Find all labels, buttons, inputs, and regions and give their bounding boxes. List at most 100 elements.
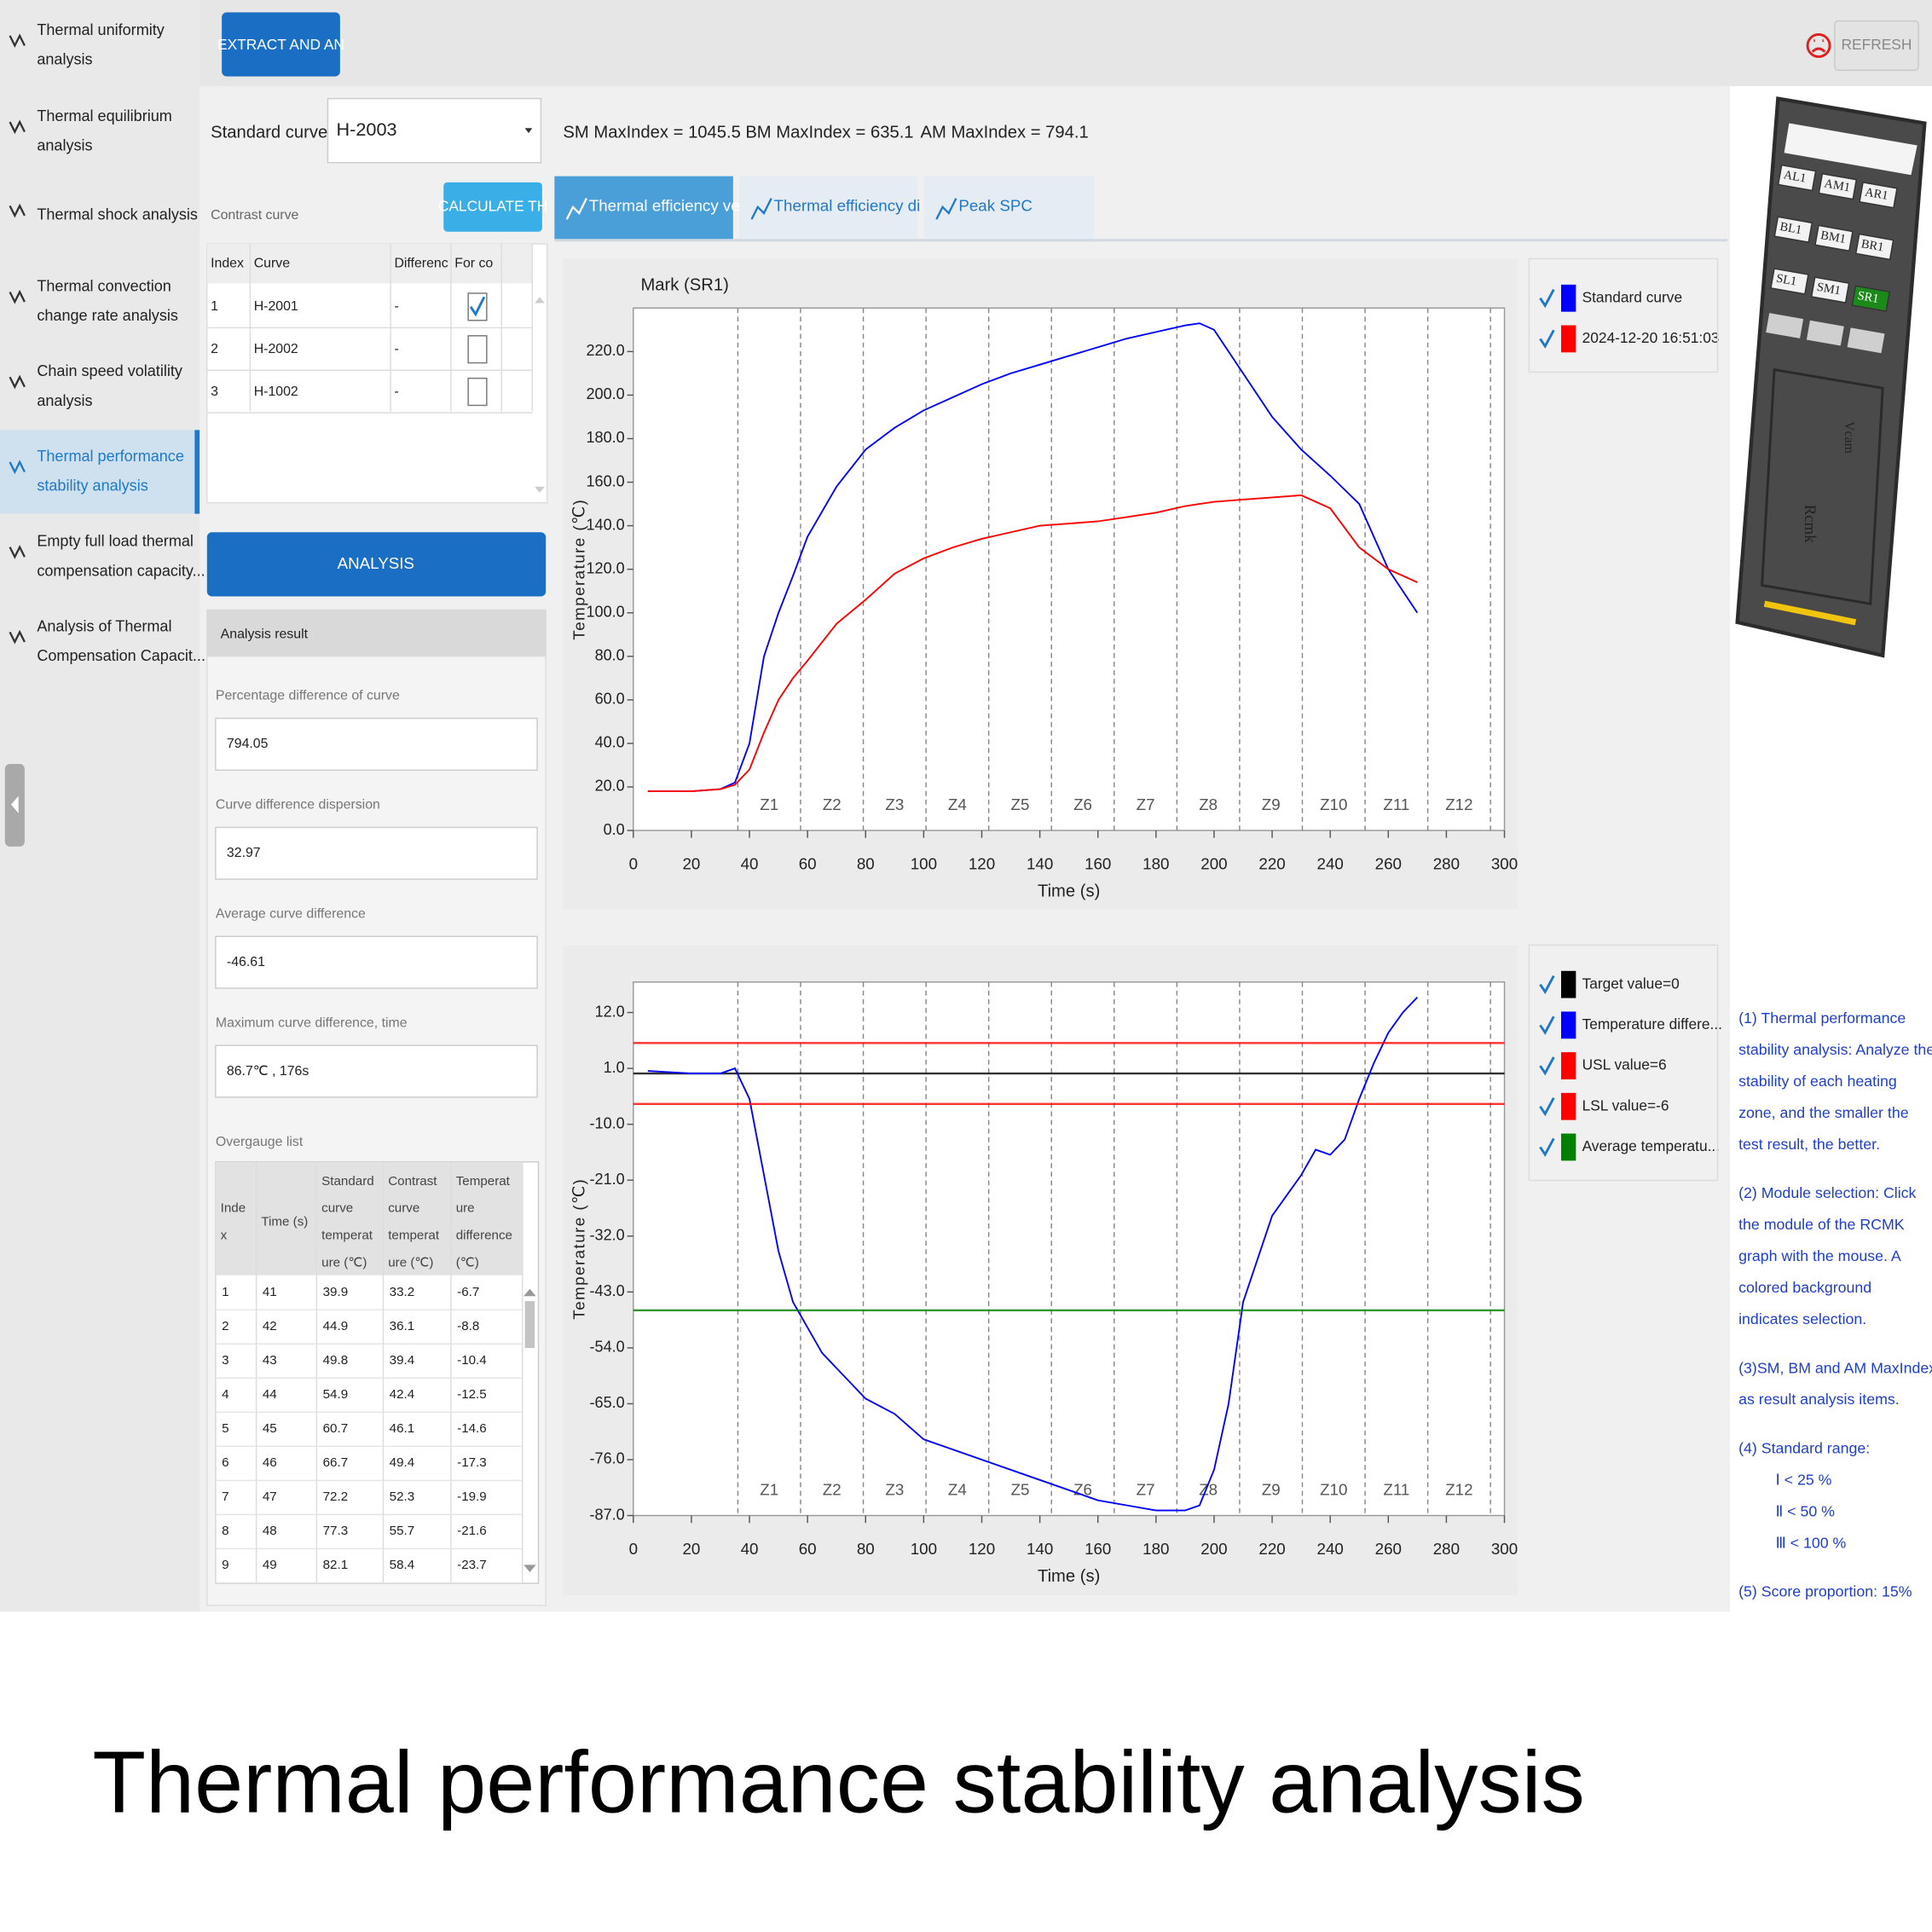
overgauge-header-cell: ure (℃) [388,1255,433,1270]
overgauge-cell: 39.4 [390,1353,415,1368]
sidebar-item[interactable] [0,90,200,173]
rcmk-module-label: SL1 [1775,272,1797,289]
y-tick-label: -54.0 [590,1339,625,1356]
field-input [215,826,538,880]
field-label: Curve difference dispersion [216,798,380,813]
overgauge-header-cell: difference [456,1228,512,1242]
legend-label: USL value=6 [1582,1056,1667,1073]
zone-label: Z3 [885,1481,904,1499]
x-tick-label: 20 [682,854,700,872]
legend-check[interactable] [1539,329,1555,349]
sidebar-item[interactable] [0,345,200,429]
contrast-header [206,244,533,284]
rcmk-module[interactable] [1814,224,1854,252]
legend-check[interactable] [1539,975,1555,995]
legend-check[interactable] [1539,1096,1555,1117]
analysis-button[interactable] [206,532,547,597]
legend-box [1528,944,1719,1182]
overgauge-cell: 3 [222,1353,228,1368]
sidebar-label: analysis [37,51,92,68]
sidebar-item[interactable] [0,600,200,684]
rcmk-module-label: SR1 [1856,289,1879,306]
rcmk-module[interactable] [1810,276,1850,304]
tab[interactable] [554,176,733,240]
result-title: Analysis result [221,627,309,641]
x-tick-label: 200 [1200,854,1227,872]
legend-swatch [1561,325,1576,353]
max-index: AM MaxIndex = 794.1 [921,123,1089,142]
x-tick-label: 240 [1317,1540,1344,1558]
overgauge-cell: -14.6 [457,1421,487,1436]
compare-checkbox[interactable] [467,335,488,364]
sidebar-label: Chain speed volatility [37,362,182,379]
contrast-header-cell: For co [454,256,493,270]
overgauge-cell: 33.2 [390,1285,415,1299]
sidebar-item[interactable] [0,515,200,599]
rcmk-module[interactable] [1859,182,1898,209]
zone-label: Z8 [1199,795,1218,813]
legend-check[interactable] [1539,1015,1555,1035]
overgauge-cell: 41 [263,1285,277,1299]
rcmk-module[interactable] [1851,285,1891,312]
zone-label: Z10 [1320,1481,1347,1499]
rcmk-module[interactable] [1773,216,1813,243]
overgauge-header-cell: Standard [321,1174,374,1189]
sidebar-label: compensation capacity... [37,562,205,579]
legend-check[interactable] [1539,288,1555,309]
compare-checkbox[interactable] [467,377,488,407]
rcmk-module[interactable] [1770,268,1809,295]
calculate-label: CALCULATE TH [438,197,547,214]
field-input [215,717,538,771]
refresh-button[interactable] [1834,20,1919,72]
overgauge-header-cell: curve [321,1201,353,1216]
zone-label: Z4 [948,1481,967,1499]
y-axis-label: Temperature (℃) [570,499,588,640]
x-tick-label: 20 [682,1540,700,1558]
rcmk-module-label: SM1 [1816,281,1842,298]
error-icon [1806,33,1831,58]
sidebar-item[interactable] [0,260,200,344]
zone-label: Z5 [1011,1481,1030,1499]
rcmk-pad [1766,313,1804,338]
rcmk-module[interactable] [1777,164,1817,192]
sidebar-label: analysis [37,392,92,409]
rcmk-module-label: AL1 [1783,168,1808,185]
overgauge-cell: 4 [222,1387,228,1402]
y-tick-label: -65.0 [590,1394,625,1411]
overgauge-cell: 42 [263,1319,277,1333]
overgauge-cell: 6 [222,1455,228,1470]
standard-curve-value: H-2003 [337,119,397,140]
overgauge-cell: 2 [222,1319,228,1333]
standard-curve-combo[interactable] [327,97,542,164]
x-tick-label: 280 [1433,854,1460,872]
sidebar-item[interactable] [0,430,200,514]
rcmk-module[interactable] [1854,233,1894,261]
chart-title: Mark (SR1) [640,276,728,295]
sidebar-icon [9,460,26,475]
tab[interactable] [739,176,918,240]
sidebar-label: Thermal uniformity [37,21,164,38]
legend-check[interactable] [1539,1056,1555,1076]
collapse-arrow [11,795,19,813]
sidebar-item[interactable] [0,3,200,87]
overgauge-cell: 43 [263,1353,277,1368]
extract-label: EXTRACT AND AN [217,36,344,53]
overgauge-cell: 49 [263,1558,277,1572]
legend-check[interactable] [1539,1137,1555,1157]
x-tick-label: 60 [799,854,817,872]
x-tick-label: 40 [741,854,759,872]
overgauge-cell: 46 [263,1455,277,1470]
note-line: the module of the RCMK [1738,1216,1905,1233]
overgauge-cell: 9 [222,1558,228,1572]
overgauge-cell: 36.1 [390,1319,415,1333]
overgauge-cell: 60.7 [323,1421,349,1436]
extract-button[interactable] [222,12,340,77]
rcmk-slot [1784,123,1918,176]
contrast-cell: - [394,299,398,314]
overgauge-header-cell: curve [388,1201,419,1216]
calculate-button[interactable] [443,182,542,232]
overgauge-header-cell: ure [456,1201,475,1216]
rcmk-module[interactable] [1818,172,1858,200]
overgauge-cell: 45 [263,1421,277,1436]
